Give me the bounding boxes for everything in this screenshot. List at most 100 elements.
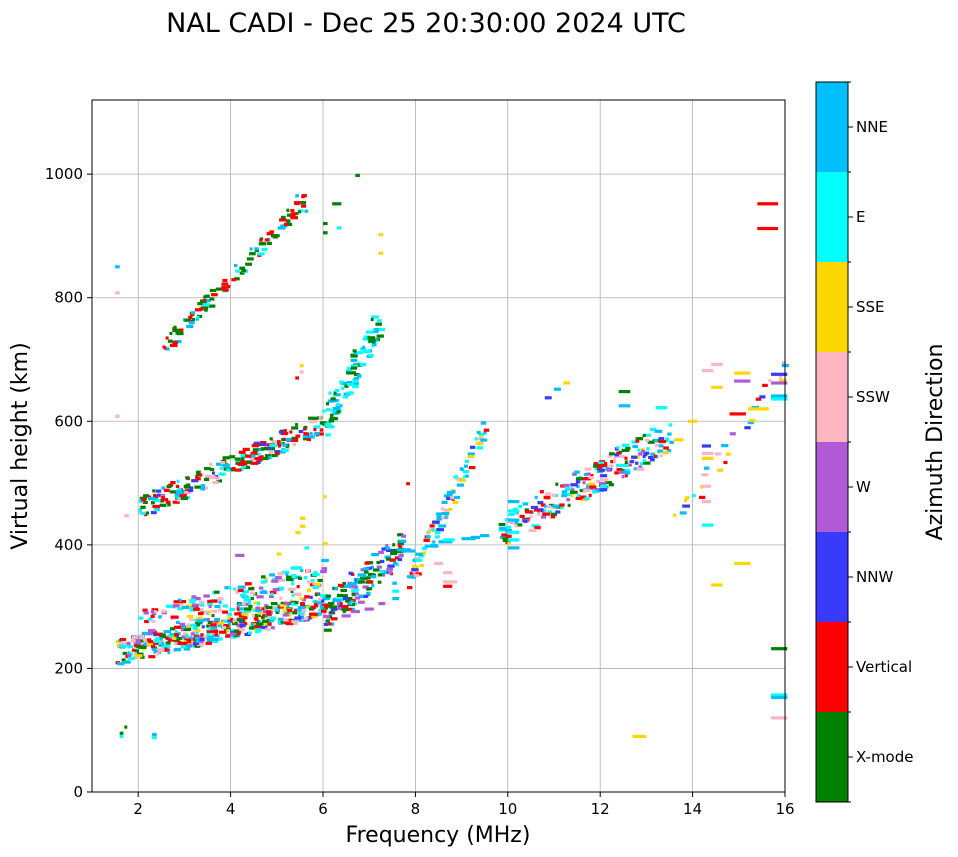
- echo-mark-e: [148, 617, 153, 621]
- echo-mark-e: [243, 598, 252, 602]
- echo-mark-x-mode: [593, 464, 599, 468]
- echo-mark-sse: [276, 552, 282, 556]
- echo-mark-vertical: [209, 623, 217, 627]
- echo-mark-sse: [227, 616, 231, 620]
- echo-mark-x-mode: [254, 613, 261, 618]
- echo-mark-e: [261, 247, 268, 251]
- echo-mark-x-mode: [352, 371, 356, 375]
- echo-mark-nnw: [530, 505, 539, 510]
- echo-mark-e: [771, 693, 788, 697]
- echo-mark-ssw: [412, 573, 419, 577]
- echo-mark-e: [435, 531, 441, 535]
- echo-mark-e: [514, 511, 518, 515]
- echo-mark-ssw: [235, 590, 240, 594]
- echo-mark-ssw: [283, 618, 289, 622]
- echo-mark-e: [318, 608, 323, 613]
- echo-mark-vertical: [616, 451, 621, 455]
- echo-mark-vertical: [154, 641, 162, 645]
- echo-mark-e: [140, 511, 146, 515]
- echo-mark-ssw: [584, 467, 592, 471]
- echo-mark-nne: [248, 454, 256, 458]
- echo-mark-ssw: [138, 511, 142, 515]
- echo-mark-nnw: [226, 619, 233, 623]
- echo-mark-nne: [200, 484, 205, 488]
- x-tick-label: 6: [318, 800, 328, 818]
- echo-mark-nne: [438, 540, 453, 544]
- echo-mark-nne: [483, 431, 487, 435]
- echo-mark-nnw: [539, 508, 544, 512]
- echo-mark-vertical: [310, 605, 317, 609]
- echo-mark-nne: [771, 695, 788, 700]
- echo-mark-vertical: [214, 633, 218, 637]
- echo-mark-sse: [748, 407, 769, 411]
- echo-mark-vertical: [306, 432, 310, 436]
- echo-mark-ssw: [701, 484, 711, 488]
- echo-mark-sse: [711, 583, 723, 587]
- echo-mark-nne: [267, 456, 272, 460]
- echo-mark-x-mode: [331, 417, 338, 421]
- echo-mark-x-mode: [351, 366, 358, 370]
- echo-mark-vertical: [339, 602, 343, 606]
- echo-mark-e: [362, 337, 370, 341]
- echo-mark-e: [354, 588, 359, 592]
- echo-mark-x-mode: [239, 271, 245, 275]
- echo-mark-nne: [623, 471, 631, 475]
- echo-mark-vertical: [226, 285, 231, 289]
- echo-mark-e: [463, 474, 467, 478]
- echo-mark-nne: [295, 194, 299, 198]
- echo-mark-nne: [480, 421, 487, 425]
- echo-mark-vertical: [205, 641, 212, 645]
- echo-mark-vertical: [254, 456, 262, 461]
- echo-mark-x-mode: [204, 477, 210, 481]
- echo-mark-w: [229, 632, 237, 636]
- echo-mark-x-mode: [370, 317, 374, 322]
- echo-mark-w: [638, 465, 643, 469]
- echo-mark-x-mode: [241, 269, 247, 273]
- echo-mark-vertical: [240, 460, 248, 464]
- echo-mark-e: [352, 384, 359, 388]
- echo-mark-sse: [194, 628, 201, 632]
- echo-mark-vertical: [238, 450, 246, 454]
- echo-mark-x-mode: [183, 484, 190, 488]
- echo-mark-x-mode: [351, 593, 356, 597]
- echo-mark-e: [507, 530, 520, 535]
- echo-mark-w: [323, 614, 330, 619]
- echo-mark-ssw: [139, 634, 145, 638]
- echo-mark-nne: [285, 573, 289, 577]
- echo-mark-e: [239, 593, 246, 597]
- echo-mark-ssw: [204, 610, 208, 614]
- echo-mark-vertical: [155, 632, 163, 636]
- echo-mark-e: [227, 628, 235, 633]
- echo-mark-nne: [374, 328, 379, 332]
- echo-mark-ssw: [205, 474, 213, 479]
- echo-mark-w: [572, 472, 577, 476]
- echo-mark-nne: [437, 515, 442, 519]
- echo-mark-x-mode: [364, 576, 371, 580]
- echo-mark-x-mode: [624, 460, 628, 464]
- echo-mark-w: [236, 605, 240, 609]
- echo-mark-nnw: [337, 605, 344, 609]
- echo-mark-ssw: [151, 619, 156, 623]
- echo-mark-vertical: [341, 605, 349, 609]
- echo-mark-w: [586, 472, 591, 476]
- echo-mark-e: [154, 508, 158, 512]
- echo-mark-vertical: [406, 482, 410, 486]
- echo-mark-vertical: [250, 461, 259, 465]
- echo-mark-sse: [299, 597, 304, 601]
- echo-mark-vertical: [266, 232, 274, 236]
- echo-mark-nnw: [650, 458, 655, 462]
- echo-mark-x-mode: [245, 262, 252, 266]
- echo-mark-vertical: [170, 481, 176, 485]
- echo-mark-e: [336, 226, 342, 230]
- echo-mark-e: [434, 535, 440, 539]
- echo-mark-nne: [561, 490, 568, 494]
- echo-mark-nne: [456, 483, 465, 487]
- echo-mark-e: [174, 630, 178, 634]
- echo-mark-ssw: [202, 635, 208, 639]
- echo-mark-nnw: [629, 460, 635, 464]
- echo-mark-nnw: [523, 519, 528, 523]
- echo-mark-x-mode: [159, 503, 167, 507]
- echo-mark-x-mode: [142, 500, 148, 504]
- echo-mark-x-mode: [311, 416, 319, 420]
- echo-mark-nnw: [771, 372, 788, 376]
